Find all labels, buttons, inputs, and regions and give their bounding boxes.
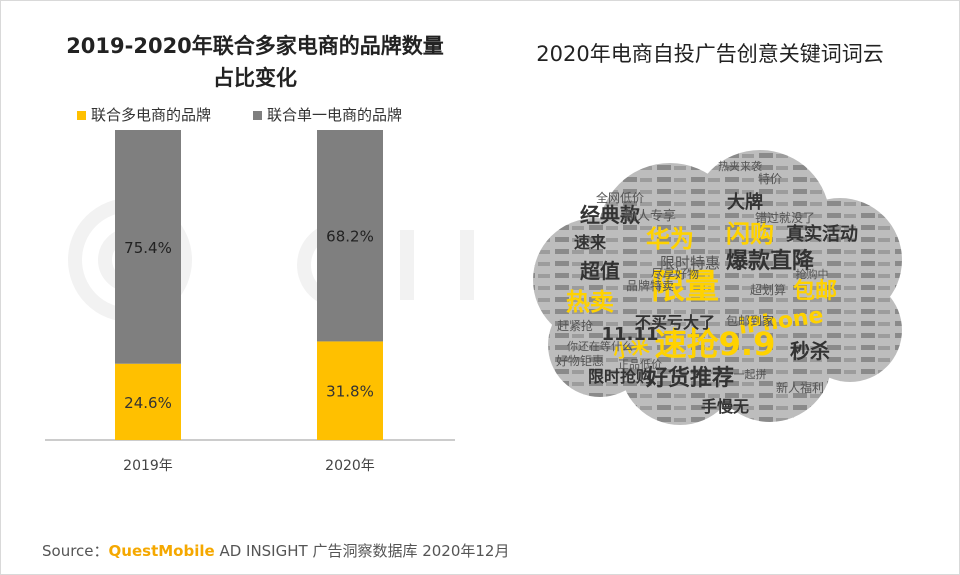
cloud-word: 新人专享 <box>624 208 676 224</box>
wordcloud-title: 2020年电商自投广告创意关键词词云 <box>536 42 884 66</box>
legend-label-single: 联合单一电商的品牌 <box>267 106 403 124</box>
cloud-word-highlight: 包邮 <box>793 278 837 304</box>
left-chart-title-line1: 2019-2020年联合多家电商的品牌数量 <box>66 34 444 58</box>
cloud-word-highlight: 限量 <box>651 267 719 307</box>
cloud-word: 手慢无 <box>701 397 749 416</box>
cloud-word: 超值 <box>579 259 620 283</box>
x-tick-label-0: 2019年 <box>123 458 173 474</box>
bar-single-1 <box>317 130 383 342</box>
x-tick-label-1: 2020年 <box>325 458 375 474</box>
source-label: Source： <box>42 542 109 560</box>
cloud-word-highlight: 闪购 <box>726 220 774 248</box>
data-label-single-1: 68.2% <box>326 228 374 246</box>
cloud-word: 限时特惠 <box>660 254 720 272</box>
bar-multi-0 <box>115 363 181 440</box>
legend-swatch-single <box>253 111 262 120</box>
data-label-single-0: 75.4% <box>124 239 172 257</box>
left-chart-title-line2: 占比变化 <box>213 66 297 90</box>
cloud-word: 赶紧抢 <box>557 318 593 333</box>
cloud-word: 秒杀 <box>790 339 830 363</box>
cloud-word-highlight: 速抢9.9 <box>655 325 776 363</box>
cloud-word: 新人福利 <box>776 380 824 395</box>
legend-label-multi: 联合多电商的品牌 <box>91 106 212 124</box>
cloud-word: 抢购中 <box>796 267 829 281</box>
cloud-word: 超划算 <box>750 282 786 297</box>
cloud-word: 品牌特卖 <box>626 278 674 293</box>
cloud-word-highlight: 华为 <box>646 225 694 253</box>
cloud-word: 全网低价 <box>596 190 644 205</box>
cloud-word: 爆款直降 <box>726 248 815 274</box>
source-note: Source：QuestMobile AD INSIGHT 广告洞察数据库 20… <box>42 540 509 561</box>
cloud-word-highlight: 热卖 <box>566 288 614 316</box>
data-label-multi-0: 24.6% <box>124 394 172 412</box>
cloud-word: 不买亏大了 <box>635 313 715 332</box>
left-chart-title: 2019-2020年联合多家电商的品牌数量 占比变化 <box>45 30 465 94</box>
cloud-word: 特价 <box>758 171 782 186</box>
bar-single-0 <box>115 130 181 364</box>
cloud-word: 热夹来袭 <box>718 159 762 173</box>
cloud-word: 你还在等什么 <box>567 339 633 353</box>
cloud-word: 包邮到家 <box>726 313 774 328</box>
cloud-word: 尽享好物 <box>651 266 699 281</box>
cloud-word: 大牌 <box>727 191 763 213</box>
bar-multi-1 <box>317 341 383 440</box>
cloud-word: 真实活动 <box>786 223 858 245</box>
legend-swatch-multi <box>77 111 86 120</box>
cloud-word: 经典款 <box>580 203 641 227</box>
cloud-shape <box>533 150 902 425</box>
source-text: AD INSIGHT 广告洞察数据库 2020年12月 <box>214 542 510 560</box>
cloud-word: 11.11 <box>602 324 659 345</box>
legend-item-multi: 联合多电商的品牌 <box>77 104 211 125</box>
cloud-word: 速来 <box>574 233 607 252</box>
cloud-word: 好货推荐 <box>645 365 734 391</box>
source-brand: QuestMobile <box>108 542 215 560</box>
cloud-word: 好物钜惠 <box>556 354 604 368</box>
cloud-word: 正品低价 <box>618 358 662 371</box>
data-label-multi-1: 31.8% <box>326 383 374 401</box>
cloud-word: 错过就没了 <box>755 210 815 225</box>
cloud-word: 限时抢购 <box>588 367 652 386</box>
cloud-word: 一起拼 <box>734 367 767 381</box>
legend-item-single: 联合单一电商的品牌 <box>253 104 402 125</box>
stacked-bar-chart: 24.6% 75.4% 2019年 31.8% 68.2% 2020年 <box>45 130 455 474</box>
